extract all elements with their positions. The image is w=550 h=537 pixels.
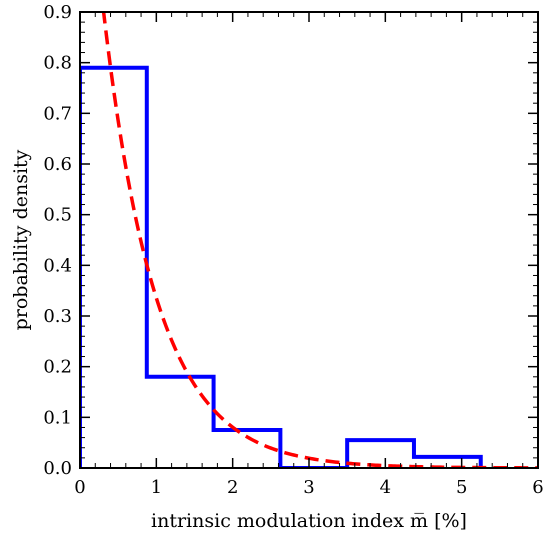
y-tick-label: 0.0 [43, 458, 72, 479]
y-tick-labels: 0.0 0.1 0.2 0.3 0.4 0.5 0.6 0.7 0.8 0.9 [43, 2, 72, 479]
y-tick-label: 0.4 [43, 255, 72, 276]
x-tick-label: 4 [380, 477, 391, 498]
x-tick-label: 2 [227, 477, 238, 498]
x-tick-label: 3 [303, 477, 314, 498]
y-axis-label: probability density [10, 149, 32, 330]
x-tick-label: 6 [532, 477, 543, 498]
y-tick-label: 0.5 [43, 205, 72, 226]
y-tick-label: 0.2 [43, 357, 72, 378]
y-tick-label: 0.3 [43, 306, 72, 327]
y-tick-label: 0.8 [43, 53, 72, 74]
histogram-step-line [80, 65, 483, 468]
plot-marks [80, 12, 538, 468]
y-tick-label: 0.7 [43, 103, 72, 124]
x-axis-label: intrinsic modulation index m̅ [%] [151, 510, 467, 532]
x-tick-labels: 0 1 2 3 4 5 6 [74, 477, 543, 498]
y-tick-label: 0.6 [43, 154, 72, 175]
x-tick-label: 5 [456, 477, 467, 498]
axis-ticks [79, 11, 539, 469]
x-tick-label: 1 [151, 477, 162, 498]
y-tick-label: 0.9 [43, 2, 72, 23]
x-tick-label: 0 [74, 477, 85, 498]
y-tick-label: 0.1 [43, 407, 72, 428]
